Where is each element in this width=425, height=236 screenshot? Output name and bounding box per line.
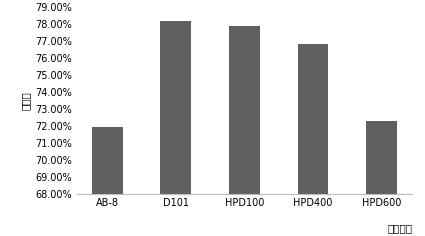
Bar <box>298 44 329 236</box>
Bar <box>160 21 191 236</box>
Bar <box>229 26 260 236</box>
Bar <box>366 121 397 236</box>
Bar <box>92 127 123 236</box>
Text: 树脂型号: 树脂型号 <box>387 224 412 234</box>
Y-axis label: 吸附率: 吸附率 <box>20 91 31 110</box>
